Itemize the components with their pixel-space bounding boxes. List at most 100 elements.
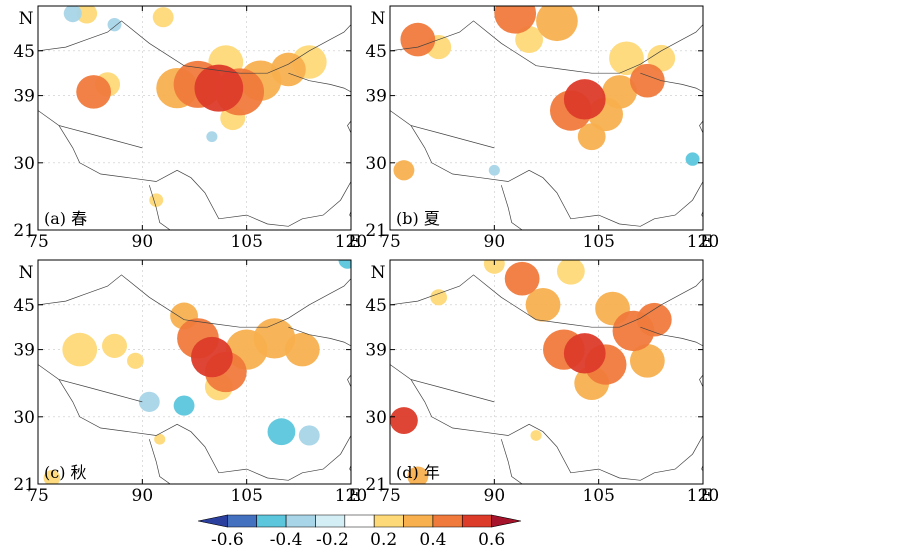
y-tick-label: 21 bbox=[365, 221, 387, 241]
data-cell bbox=[173, 395, 195, 416]
y-tick-label: 39 bbox=[365, 341, 387, 361]
colorbar: -0.6 -0.4 -0.2 0.2 0.4 0.6 bbox=[197, 514, 522, 549]
data-cell bbox=[76, 75, 112, 109]
colorbar-segment bbox=[285, 514, 316, 528]
colorbar-segment bbox=[227, 514, 258, 528]
data-cell bbox=[253, 318, 296, 359]
y-tick-label: 21 bbox=[13, 475, 35, 495]
border-line bbox=[627, 236, 641, 249]
y-tick-label: 45 bbox=[365, 296, 387, 316]
border-line bbox=[38, 20, 351, 74]
map-area bbox=[390, 260, 703, 503]
panel-background bbox=[38, 6, 351, 230]
border-line bbox=[701, 464, 703, 472]
data-cell bbox=[62, 332, 98, 367]
data-cell bbox=[536, 6, 578, 42]
data-cell bbox=[629, 344, 665, 378]
border-line bbox=[275, 236, 289, 249]
colorbar-segment bbox=[491, 514, 522, 528]
border-line bbox=[38, 110, 268, 225]
data-cell bbox=[494, 6, 537, 34]
border-line bbox=[148, 185, 171, 230]
data-cell bbox=[138, 391, 160, 412]
data-cell bbox=[488, 164, 500, 176]
border-line bbox=[288, 326, 351, 347]
colorbar-tick-label: -0.6 bbox=[211, 530, 244, 549]
y-tick-label: 45 bbox=[13, 42, 35, 62]
colorbar-segment bbox=[373, 514, 404, 528]
border-line bbox=[275, 490, 289, 503]
border-line bbox=[390, 20, 703, 74]
data-cell bbox=[407, 466, 429, 484]
y-tick-label: 39 bbox=[13, 341, 35, 361]
x-tick-label: 90 bbox=[132, 486, 154, 506]
y-tick-label: 21 bbox=[365, 475, 387, 495]
x-unit-label: E bbox=[700, 486, 712, 506]
data-cell bbox=[430, 289, 448, 306]
x-tick-label: 75 bbox=[27, 232, 49, 252]
colorbar-tick-label: 0.6 bbox=[478, 530, 505, 549]
x-unit-label: E bbox=[348, 486, 360, 506]
map-area bbox=[38, 260, 351, 503]
colorbar-tick-label: -0.4 bbox=[270, 530, 303, 549]
border-line bbox=[38, 364, 268, 479]
y-tick-label: 30 bbox=[13, 154, 35, 174]
data-cell bbox=[284, 332, 320, 367]
x-tick-label: 90 bbox=[484, 232, 506, 252]
data-cell bbox=[563, 333, 606, 374]
data-cell bbox=[504, 261, 540, 296]
border-line bbox=[390, 364, 620, 479]
panel-label: (b) 夏 bbox=[396, 209, 440, 228]
y-tick-label: 45 bbox=[13, 296, 35, 316]
border-line bbox=[288, 72, 351, 93]
data-cell bbox=[636, 302, 672, 337]
data-cell bbox=[152, 7, 174, 28]
data-cell bbox=[647, 44, 676, 72]
x-unit-label: E bbox=[348, 232, 360, 252]
panel-label: (c) 秋 bbox=[44, 463, 87, 482]
border-line bbox=[627, 490, 641, 503]
data-cell bbox=[107, 17, 122, 32]
border-line bbox=[410, 125, 495, 149]
border-line bbox=[58, 125, 143, 149]
panel-frame bbox=[37, 259, 352, 485]
border-line bbox=[38, 274, 351, 328]
panel-frame bbox=[389, 259, 704, 485]
panel-frame bbox=[389, 5, 704, 231]
data-cell bbox=[577, 123, 606, 151]
y-unit-label: N bbox=[19, 263, 34, 283]
x-tick-label: 105 bbox=[582, 232, 614, 252]
panel-label: (d) 年 bbox=[396, 463, 440, 482]
data-cell bbox=[76, 6, 98, 24]
colorbar-segment bbox=[315, 514, 346, 528]
x-tick-label: 105 bbox=[230, 232, 262, 252]
data-cell bbox=[602, 75, 637, 109]
panel-frame bbox=[37, 5, 352, 231]
x-tick-label: 90 bbox=[484, 486, 506, 506]
data-cell bbox=[154, 433, 166, 445]
colorbar-segment bbox=[403, 514, 434, 528]
data-cell bbox=[267, 418, 296, 446]
colorbar-segment bbox=[256, 514, 287, 528]
x-tick-label: 75 bbox=[379, 232, 401, 252]
data-cell bbox=[685, 152, 700, 166]
border-line bbox=[701, 210, 703, 218]
border-line bbox=[500, 185, 523, 230]
data-cell bbox=[271, 52, 306, 87]
x-tick-label: 120 bbox=[687, 486, 719, 506]
data-cell bbox=[101, 333, 128, 358]
border-line bbox=[267, 95, 351, 227]
y-tick-label: 30 bbox=[13, 408, 35, 428]
data-cell bbox=[194, 64, 244, 112]
colorbar-tick-label: 0.4 bbox=[419, 530, 446, 549]
x-tick-label: 120 bbox=[335, 486, 367, 506]
y-tick-label: 45 bbox=[365, 42, 387, 62]
y-unit-label: N bbox=[371, 263, 386, 283]
data-cell bbox=[483, 260, 505, 274]
border-line bbox=[500, 439, 523, 484]
data-cell bbox=[393, 160, 415, 181]
border-line bbox=[267, 349, 351, 481]
